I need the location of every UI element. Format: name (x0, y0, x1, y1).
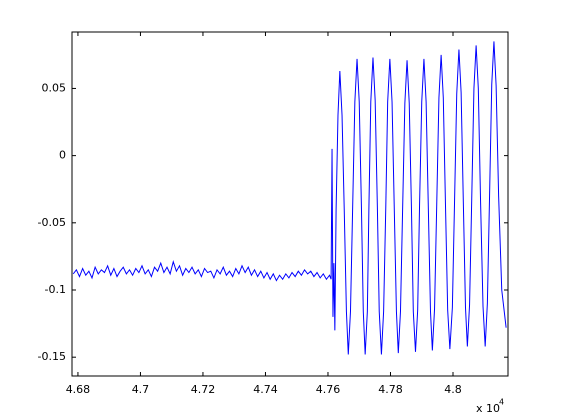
y-tick-label: -0.15 (38, 350, 66, 363)
x-multiplier-exponent: 4 (499, 398, 504, 407)
x-tick-label: 4.72 (191, 383, 216, 396)
y-tick-label: -0.1 (45, 283, 66, 296)
x-multiplier: x 10 (476, 402, 500, 415)
x-tick-label: 4.76 (316, 383, 341, 396)
x-tick-label: 4.74 (253, 383, 278, 396)
plot-area (71, 31, 509, 377)
x-tick-label: 4.7 (132, 383, 150, 396)
y-tick-label: 0.05 (42, 81, 67, 94)
x-tick-label: 4.8 (444, 383, 462, 396)
data-line (72, 41, 507, 355)
y-tick-label: -0.05 (38, 216, 66, 229)
x-tick-label: 4.78 (378, 383, 403, 396)
x-tick-label: 4.68 (66, 383, 91, 396)
y-tick-label: 0 (59, 149, 66, 162)
